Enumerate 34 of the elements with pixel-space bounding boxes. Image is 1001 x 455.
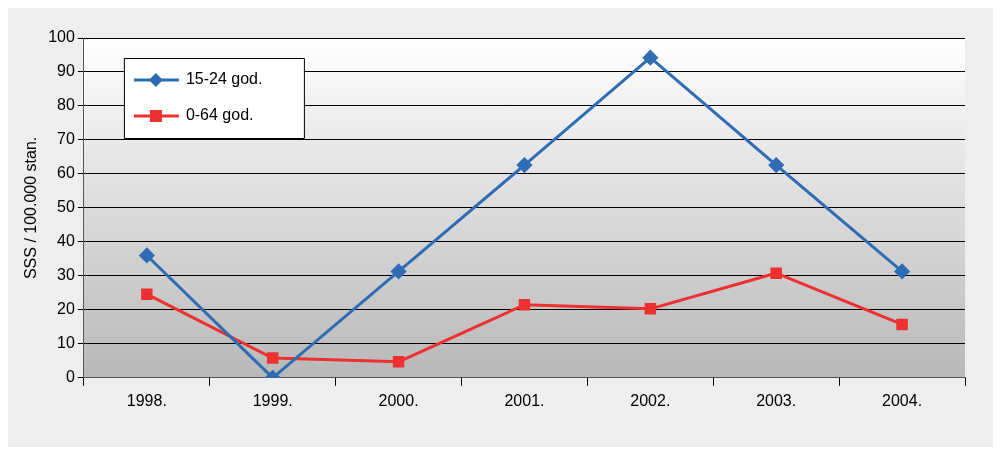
x-tick-label: 1998.	[126, 391, 167, 409]
y-tick-label: 90	[57, 62, 75, 80]
y-tick-label: 10	[57, 334, 75, 352]
x-tick-label: 2001.	[504, 391, 545, 409]
x-tick-label: 2000.	[378, 391, 419, 409]
y-axis-title: SSS / 100.000 stan.	[22, 136, 40, 280]
x-tick-label: 2004.	[882, 391, 923, 409]
x-tick-label: 1999.	[252, 391, 293, 409]
y-tick-label: 40	[57, 232, 75, 250]
point	[391, 263, 407, 279]
legend-label: 0-64 god.	[185, 106, 254, 124]
point	[392, 356, 405, 368]
legend-label: 15-24 god.	[185, 70, 263, 88]
point	[642, 50, 658, 66]
x-tick-label: 2002.	[630, 391, 671, 409]
y-tick-label: 50	[57, 198, 75, 216]
point	[770, 267, 782, 279]
y-tick-label: 0	[65, 368, 75, 386]
point	[768, 157, 784, 173]
point	[894, 263, 910, 279]
y-tick-label: 30	[57, 266, 75, 284]
point	[516, 157, 532, 173]
point	[141, 288, 153, 300]
y-tick-label: 60	[57, 164, 75, 182]
point	[518, 299, 531, 311]
y-tick-label: 20	[57, 300, 75, 318]
y-tick-label: 70	[57, 130, 75, 148]
point	[896, 318, 908, 331]
point	[266, 352, 279, 364]
point	[139, 247, 155, 263]
x-tick-label: 2003.	[756, 391, 797, 409]
y-tick-label: 100	[48, 28, 75, 46]
y-tick-label: 80	[57, 96, 75, 114]
point	[644, 303, 657, 315]
